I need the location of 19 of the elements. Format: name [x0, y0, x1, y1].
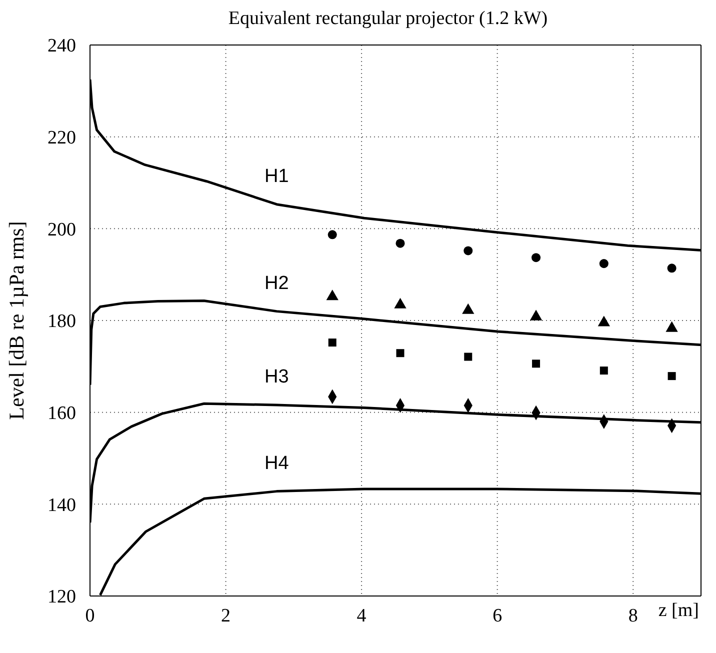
x-axis-title: z [m] — [658, 600, 699, 621]
y-tick-label: 180 — [48, 311, 76, 332]
x-tick-label: 6 — [492, 605, 502, 626]
x-tick-label: 0 — [85, 605, 95, 626]
series-label: H4 — [264, 452, 290, 474]
x-tick-label: 2 — [221, 605, 231, 626]
series-label: H1 — [264, 166, 289, 187]
series-label: H2 — [264, 272, 289, 294]
y-tick-label: 240 — [48, 36, 76, 57]
y-tick-label: 220 — [48, 128, 76, 149]
y-tick-label: 120 — [48, 586, 76, 608]
series-label: H3 — [264, 366, 289, 388]
y-tick-label: 200 — [48, 219, 76, 240]
x-tick-label: 8 — [628, 605, 638, 626]
y-tick-label: 140 — [48, 494, 76, 516]
x-tick-label: 4 — [356, 605, 367, 626]
chart-title: Equivalent rectangular projector (1.2 kW) — [227, 8, 549, 31]
y-axis-title: Level [dB re 1µPa rms] — [4, 221, 28, 420]
y-tick-label: 160 — [48, 403, 76, 424]
